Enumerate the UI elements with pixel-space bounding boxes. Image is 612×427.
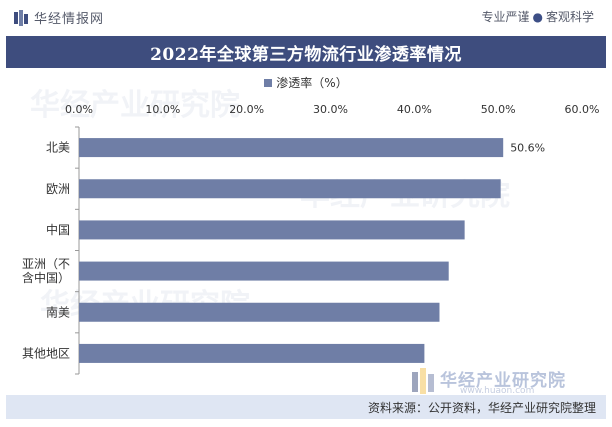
category-label-1: 欧洲 <box>46 182 70 196</box>
bar-3 <box>79 261 449 281</box>
chart-legend: 渗透率（%） <box>0 74 612 91</box>
category-label-line: 其他地区 <box>22 346 70 360</box>
chart-title: 2022年全球第三方物流行业渗透率情况 <box>150 44 462 65</box>
category-label-line: 中国 <box>46 222 70 237</box>
top-bar: 华经情报网 专业严谨 ● 客观科学 <box>0 0 612 36</box>
watermark-url: www.huaon.com <box>460 386 535 396</box>
x-tick-label: 60.0% <box>565 103 600 116</box>
category-label-line: 亚洲（不 <box>22 257 70 271</box>
source-note: 资料来源：公开资料，华经产业研究院整理 <box>367 401 596 415</box>
data-label-0: 50.6% <box>510 142 545 155</box>
title-band: 2022年全球第三方物流行业渗透率情况 <box>6 36 606 68</box>
category-label-line: 北美 <box>46 141 70 155</box>
bar-1 <box>79 179 501 199</box>
x-tick-label: 20.0% <box>229 103 264 116</box>
bar-0 <box>79 138 504 158</box>
x-tick-label: 30.0% <box>313 103 348 116</box>
category-label-line: 欧洲 <box>46 182 70 196</box>
tagline-part-b: 客观科学 <box>545 10 594 24</box>
category-label-0: 北美 <box>46 141 70 155</box>
x-tick-label: 40.0% <box>397 103 432 116</box>
category-label-line: 南美 <box>46 304 70 319</box>
category-label-4: 南美 <box>46 304 70 319</box>
category-label-line: 含中国） <box>22 270 70 285</box>
bullet-dot-icon: ● <box>532 10 543 24</box>
tagline-part-a: 专业严谨 <box>481 10 530 24</box>
x-tick-label: 10.0% <box>145 103 180 116</box>
bar-4 <box>79 302 440 322</box>
brand-name: 华经情报网 <box>34 12 105 27</box>
brand-tagline: 专业严谨 ● 客观科学 <box>481 8 594 25</box>
watermark-brand: 华经产业研究院 <box>440 371 566 391</box>
brand-logo-icon <box>14 10 28 26</box>
category-label-2: 中国 <box>46 222 70 237</box>
bar-2 <box>79 220 465 240</box>
legend-swatch <box>264 79 273 87</box>
watermark-logo-icon <box>412 368 434 394</box>
x-tick-label: 50.0% <box>481 103 516 116</box>
footer-band: 资料来源：公开资料，华经产业研究院整理 <box>6 395 606 419</box>
category-label-5: 其他地区 <box>22 346 70 360</box>
legend-label: 渗透率（%） <box>276 76 348 90</box>
x-tick-label: 0.0% <box>65 103 93 116</box>
bar-5 <box>79 343 425 363</box>
category-label-3: 亚洲（不含中国） <box>22 257 70 285</box>
